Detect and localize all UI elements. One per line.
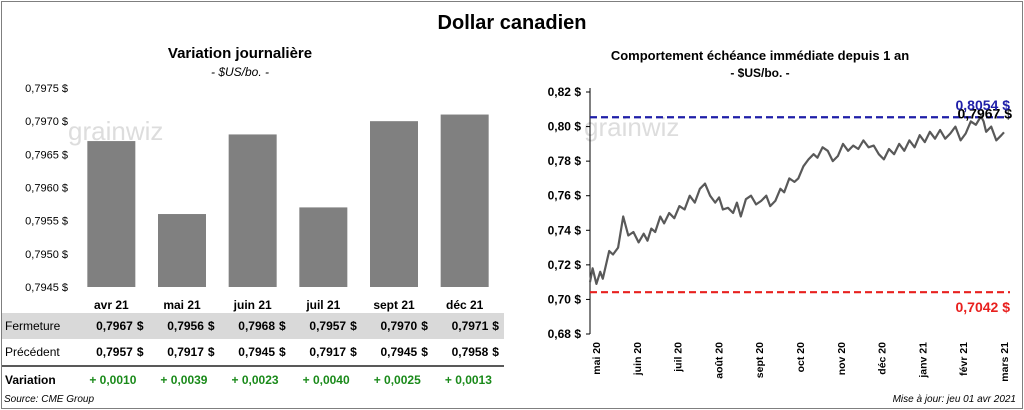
bar [87,141,136,287]
x-tick-label: avr 21 [94,298,129,312]
x-tick-label: déc 20 [877,342,889,375]
x-tick-label: févr 21 [958,342,970,376]
table-cell: 0,7945 [219,339,279,367]
currency-cell: $ [279,339,291,367]
source-note: Source: CME Group [4,394,95,405]
table-cell: + 0,0013 [444,373,492,387]
last-value-label: 0,7967 $ [958,105,1013,121]
currency-cell: $ [136,313,149,339]
y-tick-label: 0,7970 $ [25,116,68,128]
table-cell: 0,7957 [290,313,351,339]
bar [228,134,277,287]
x-tick-label: sept 20 [754,342,766,378]
bar-chart-subtitle: - $US/bo. - [210,65,270,79]
y-tick-label: 0,72 $ [548,258,582,272]
x-tick-label: juil 20 [673,342,685,373]
bar-chart-title: Variation journalière [167,45,313,62]
table-cell: 0,7971 [432,313,493,339]
table-cell: 0,7956 [148,313,208,339]
table-cell: 0,7967 [77,313,137,339]
table-cell: 0,7968 [219,313,279,339]
table-cell: 0,7970 [361,313,422,339]
table-cell: 0,7957 [77,339,137,367]
y-tick-label: 0,7950 $ [25,249,68,261]
close-row: Fermeture 0,7967 $0,7956 $0,7968 $0,7957 $0,7… [2,313,504,339]
currency-cell: $ [207,313,220,339]
x-tick-label: mai 20 [591,342,603,375]
y-tick-label: 0,76 $ [548,189,582,203]
bar [299,207,348,287]
y-tick-label: 0,74 $ [548,223,582,237]
change-row: Variation + 0,0010 + 0,0039 + 0,0023 + 0,004… [2,366,504,393]
watermark-logo: grainwiz [68,116,163,146]
line-chart-subtitle: - $US/bo. - [730,66,790,80]
x-tick-label: juil 21 [305,298,340,312]
x-tick-label: août 20 [713,342,725,379]
table-cell: 0,7958 [432,339,493,367]
y-tick-label: 0,70 $ [548,292,582,306]
y-tick-label: 0,82 $ [548,85,582,99]
x-tick-label: oct 20 [795,342,807,373]
row-label: Fermeture [2,313,78,339]
table-cell: 0,7917 [148,339,208,367]
bar [158,214,206,287]
row-label: Précédent [2,339,78,367]
currency-cell: $ [492,339,504,367]
bar-chart: grainwiz 0,7945 $ 0,7950 $ 0,7955 $ 0,7960 … [25,83,489,312]
y-tick-label: 0,78 $ [548,154,582,168]
previous-row: Précédent 0,7957 $0,7917 $0,7945 $0,7917 $0,7… [2,339,504,367]
currency-cell: $ [279,313,291,339]
quotes-table: Fermeture 0,7967 $0,7956 $0,7968 $0,7957 $0,7… [2,313,504,393]
low-value-label: 0,7042 $ [956,299,1011,315]
page-title: Dollar canadien [437,12,587,34]
y-tick-label: 0,68 $ [548,327,582,341]
row-label: Variation [5,373,56,387]
table-cell: + 0,0025 [373,373,421,387]
y-tick-label: 0,7975 $ [25,83,68,95]
price-series-line [588,115,1005,285]
y-tick-label: 0,7945 $ [25,282,68,294]
table-cell: + 0,0023 [231,373,279,387]
currency-cell: $ [421,339,433,367]
update-note: Mise à jour: jeu 01 avr 2021 [892,394,1016,405]
table-cell: 0,7917 [290,339,351,367]
currency-cell: $ [350,339,362,367]
x-tick-label: juin 20 [632,342,644,376]
table-cell: + 0,0040 [302,373,350,387]
y-tick-label: 0,7955 $ [25,216,68,228]
currency-cell: $ [421,313,433,339]
x-tick-label: mars 21 [999,342,1011,382]
currency-cell: $ [492,313,504,339]
table-cell: + 0,0039 [160,373,208,387]
table-cell: + 0,0010 [89,373,137,387]
high-value-label: 0,8054 $ [956,97,1011,113]
x-tick-label: sept 21 [373,298,415,312]
table-cell: 0,7945 [361,339,422,367]
x-tick-label: nov 20 [836,342,848,375]
y-tick-label: 0,7960 $ [25,183,68,195]
x-tick-label: déc 21 [446,298,484,312]
bar [440,114,489,288]
x-tick-label: mai 21 [163,298,201,312]
currency-cell: $ [136,339,149,367]
x-tick-label: juin 21 [233,298,272,312]
currency-cell: $ [350,313,362,339]
bar [370,121,418,288]
y-tick-label: 0,80 $ [548,120,582,134]
watermark-logo: grainwiz [584,112,679,142]
line-chart-title: Comportement échéance immédiate depuis 1… [610,48,910,63]
y-tick-label: 0,7965 $ [25,149,68,161]
currency-cell: $ [207,339,220,367]
line-chart: grainwiz 0,68 $ 0,70 $ 0,72 $ 0,74 $ 0,76 $ 0… [548,85,1013,382]
x-tick-label: janv 21 [917,342,929,379]
